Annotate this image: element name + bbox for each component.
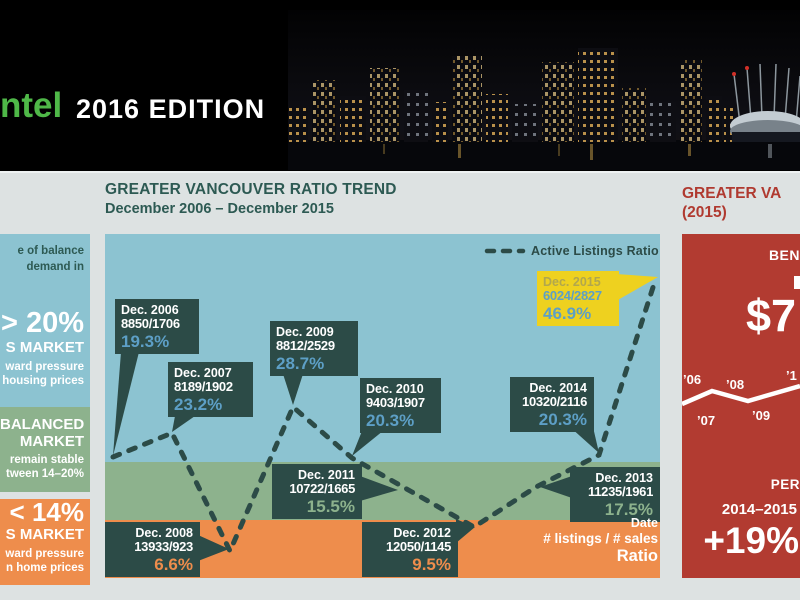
sellers-desc-line: housing prices bbox=[2, 375, 84, 388]
header-banner: ntel 2016 EDITION bbox=[0, 0, 800, 171]
market-legend-sidebar: e of balance demand in > 20% S MARKET wa… bbox=[0, 234, 90, 585]
panel-title-year: (2015) bbox=[682, 204, 727, 222]
change-period: 2014–2015 bbox=[721, 501, 797, 518]
callout-dec-2014: Dec. 2014 10320/2116 20.3% bbox=[510, 377, 594, 432]
buildings bbox=[288, 48, 734, 142]
callout-date: Dec. 2014 bbox=[529, 381, 587, 395]
mini-year-07: ’07 bbox=[697, 413, 715, 428]
legend-intro: e of balance demand in bbox=[0, 234, 84, 275]
callout-dec-2011: Dec. 2011 10722/1665 15.5% bbox=[272, 464, 362, 519]
percent-change-value: +19% bbox=[703, 520, 799, 561]
vancouver-skyline-photo bbox=[288, 10, 800, 170]
edition-label: 2016 EDITION bbox=[76, 94, 266, 124]
key-fraction-label: # listings / # sales bbox=[543, 531, 658, 546]
callout-dec-2008: Dec. 2008 13933/923 6.6% bbox=[105, 522, 200, 577]
benchmark-label-letter-fragment bbox=[794, 276, 800, 289]
callout-dec-2006: Dec. 2006 8850/1706 19.3% bbox=[115, 299, 199, 354]
callout-fraction: 8189/1902 bbox=[174, 379, 233, 394]
callout-dec-2013: Dec. 2013 11235/1961 17.5% bbox=[570, 467, 660, 522]
mini-year-09: ’09 bbox=[752, 408, 770, 423]
benchmark-mini-chart: ’06 ’07 ’08 ’09 ’1 bbox=[682, 368, 800, 428]
benchmark-price-panel bbox=[682, 234, 800, 578]
balanced-desc: remain stable tween 14–20% bbox=[0, 453, 84, 482]
callout-date: Dec. 2010 bbox=[366, 382, 424, 396]
balanced-name-line: BALANCED bbox=[0, 416, 85, 433]
callout-ratio: 19.3% bbox=[121, 331, 170, 351]
sellers-desc: ward pressure housing prices bbox=[0, 360, 84, 389]
header-divider bbox=[0, 171, 800, 173]
callout-ratio: 9.5% bbox=[412, 554, 451, 574]
callout-date: Dec. 2015 bbox=[543, 275, 601, 289]
callout-fraction: 8812/2529 bbox=[276, 338, 335, 353]
balanced-market-section: BALANCED MARKET remain stable tween 14–2… bbox=[0, 407, 90, 492]
callout-ratio: 20.3% bbox=[538, 409, 587, 429]
legend-active-listings-ratio: Active Listings Ratio bbox=[531, 244, 659, 258]
mini-year-08: ’08 bbox=[726, 377, 744, 392]
buyers-desc: ward pressure n home prices bbox=[0, 547, 84, 576]
buyers-market-label: S MARKET bbox=[5, 526, 84, 543]
callout-ratio: 28.7% bbox=[276, 353, 325, 373]
benchmark-label-fragment: BEN bbox=[768, 247, 800, 263]
callout-fraction: 12050/1145 bbox=[386, 539, 451, 554]
percent-label-fragment: PER bbox=[770, 477, 800, 492]
legend-intro-line: e of balance bbox=[17, 245, 84, 257]
callout-ratio: 20.3% bbox=[366, 410, 415, 430]
buyers-threshold: < 14% bbox=[9, 497, 84, 527]
callout-date: Dec. 2012 bbox=[393, 526, 451, 540]
panel-title-line: GREATER VA bbox=[682, 185, 782, 202]
trend-chart-title: GREATER VANCOUVER RATIO TREND bbox=[105, 181, 397, 198]
callout-ratio: 15.5% bbox=[306, 496, 355, 516]
callout-fraction: 10722/1665 bbox=[289, 481, 355, 496]
buyers-desc-line: ward pressure bbox=[5, 547, 84, 560]
callout-ratio: 46.9% bbox=[543, 303, 592, 323]
benchmark-trend-line bbox=[682, 383, 800, 407]
trend-chart-subtitle: December 2006 – December 2015 bbox=[105, 201, 334, 217]
sellers-threshold: > 20% bbox=[0, 307, 84, 340]
callout-date: Dec. 2006 bbox=[121, 303, 179, 317]
callout-fraction: 6024/2827 bbox=[543, 288, 602, 303]
callout-fraction: 8850/1706 bbox=[121, 316, 180, 331]
water-reflections bbox=[383, 144, 772, 160]
callout-date: Dec. 2009 bbox=[276, 325, 334, 339]
sellers-market-section: e of balance demand in > 20% S MARKET wa… bbox=[0, 234, 90, 407]
callout-dec-2012: Dec. 2012 12050/1145 9.5% bbox=[362, 522, 458, 577]
callout-fraction: 10320/2116 bbox=[522, 394, 587, 409]
legend-intro-line: demand in bbox=[26, 261, 84, 274]
mini-year-10-fragment: ’1 bbox=[786, 368, 797, 383]
sellers-desc-line: ward pressure bbox=[5, 360, 84, 373]
balanced-desc-line: remain stable bbox=[9, 453, 84, 466]
callout-dec-2015: Dec. 2015 6024/2827 46.9% bbox=[537, 271, 619, 326]
callout-date: Dec. 2008 bbox=[135, 526, 193, 540]
mini-year-06: ’06 bbox=[683, 372, 701, 387]
callout-fraction: 13933/923 bbox=[134, 539, 193, 554]
callout-date: Dec. 2011 bbox=[298, 468, 355, 482]
callout-format-key: Date # listings / # sales Ratio bbox=[520, 516, 658, 567]
key-ratio-label: Ratio bbox=[616, 547, 658, 566]
brand-logo-fragment: ntel bbox=[0, 86, 63, 125]
benchmark-price-fragment: $7 bbox=[746, 290, 797, 341]
sellers-market-label: S MARKET bbox=[5, 339, 84, 357]
callout-dec-2009: Dec. 2009 8812/2529 28.7% bbox=[270, 321, 358, 376]
callout-dec-2007: Dec. 2007 8189/1902 23.2% bbox=[168, 362, 253, 417]
buyers-desc-line: n home prices bbox=[6, 562, 84, 575]
panel-title: GREATER VA (2015) bbox=[682, 184, 781, 223]
balanced-market-label: BALANCED MARKET bbox=[0, 407, 84, 451]
callout-fraction: 9403/1907 bbox=[366, 395, 425, 410]
callout-ratio: 23.2% bbox=[174, 394, 223, 414]
buyers-market-section: < 14% S MARKET ward pressure n home pric… bbox=[0, 499, 90, 585]
callout-date: Dec. 2013 bbox=[595, 471, 653, 485]
callout-dec-2010: Dec. 2010 9403/1907 20.3% bbox=[360, 378, 441, 433]
stadium bbox=[730, 63, 800, 142]
balanced-desc-line: tween 14–20% bbox=[6, 467, 84, 480]
callout-date: Dec. 2007 bbox=[174, 366, 232, 380]
balanced-name-line: MARKET bbox=[19, 433, 84, 451]
callout-fraction: 11235/1961 bbox=[588, 484, 653, 499]
key-date-label: Date bbox=[630, 516, 658, 530]
callout-ratio: 6.6% bbox=[154, 554, 193, 574]
